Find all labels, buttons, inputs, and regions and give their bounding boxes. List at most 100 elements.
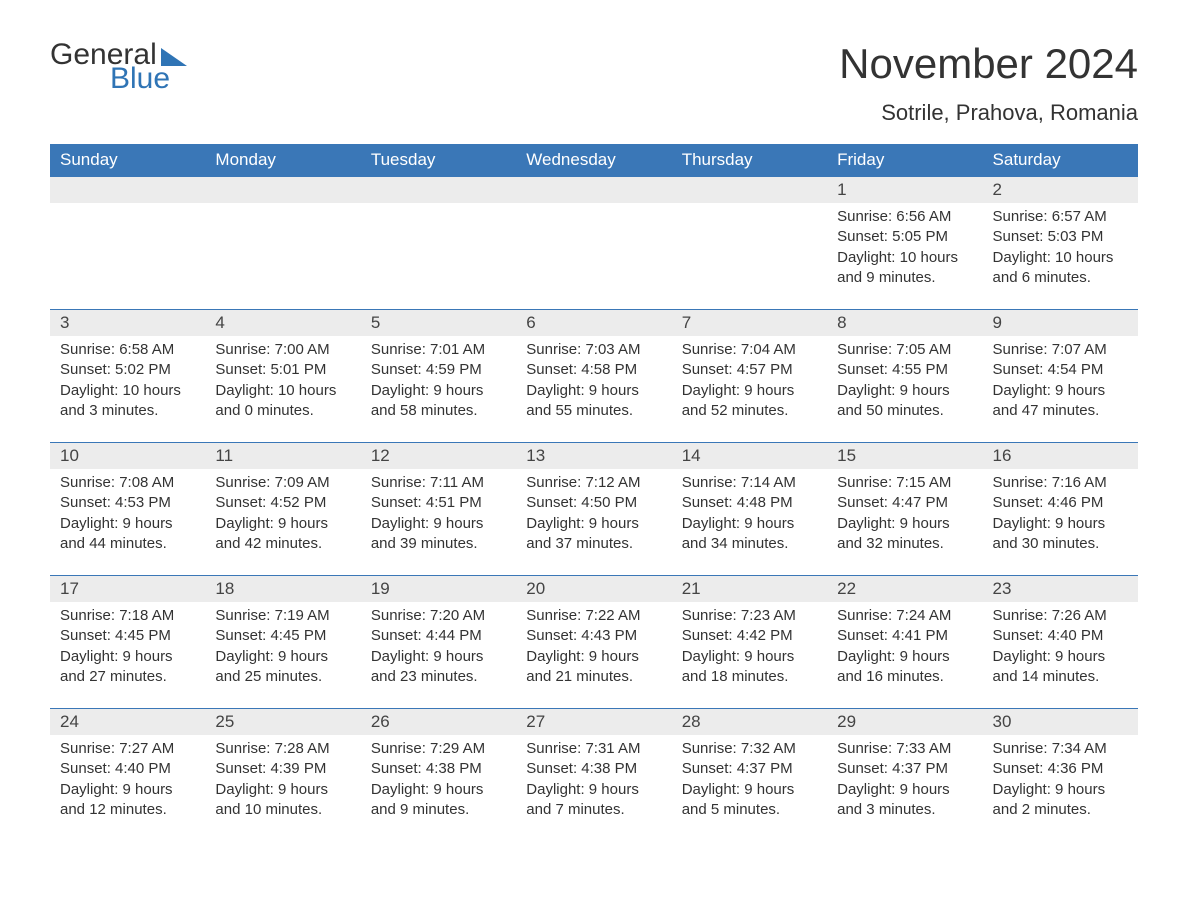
day-details: Sunrise: 7:20 AMSunset: 4:44 PMDaylight:…: [361, 602, 516, 695]
sunrise-line: Sunrise: 7:05 AM: [837, 340, 972, 360]
sunrise-line: Sunrise: 7:27 AM: [60, 739, 195, 759]
logo: General Blue: [50, 40, 187, 94]
sunrise-line: Sunrise: 7:01 AM: [371, 340, 506, 360]
daylight-line: Daylight: 9 hours and 50 minutes.: [837, 381, 972, 422]
day-10: 10Sunrise: 7:08 AMSunset: 4:53 PMDayligh…: [50, 443, 205, 575]
sunset-line: Sunset: 4:58 PM: [526, 360, 661, 380]
day-details: Sunrise: 7:00 AMSunset: 5:01 PMDaylight:…: [205, 336, 360, 429]
daylight-line: Daylight: 10 hours and 0 minutes.: [215, 381, 350, 422]
day-number: 29: [827, 709, 982, 735]
day-number: 9: [983, 310, 1138, 336]
day-26: 26Sunrise: 7:29 AMSunset: 4:38 PMDayligh…: [361, 709, 516, 841]
sunset-line: Sunset: 5:03 PM: [993, 227, 1128, 247]
day-details: Sunrise: 7:19 AMSunset: 4:45 PMDaylight:…: [205, 602, 360, 695]
sunset-line: Sunset: 4:41 PM: [837, 626, 972, 646]
day-number: 30: [983, 709, 1138, 735]
header: General Blue November 2024 Sotrile, Prah…: [50, 40, 1138, 126]
empty-day: .: [516, 177, 671, 309]
weekday-monday: Monday: [205, 144, 360, 176]
daylight-line: Daylight: 9 hours and 44 minutes.: [60, 514, 195, 555]
sunset-line: Sunset: 4:43 PM: [526, 626, 661, 646]
weekday-saturday: Saturday: [983, 144, 1138, 176]
sunset-line: Sunset: 4:52 PM: [215, 493, 350, 513]
day-details: Sunrise: 7:03 AMSunset: 4:58 PMDaylight:…: [516, 336, 671, 429]
sunset-line: Sunset: 4:57 PM: [682, 360, 817, 380]
logo-word-2: Blue: [110, 64, 187, 94]
sunrise-line: Sunrise: 7:15 AM: [837, 473, 972, 493]
sunrise-line: Sunrise: 7:31 AM: [526, 739, 661, 759]
daylight-line: Daylight: 9 hours and 25 minutes.: [215, 647, 350, 688]
sunrise-line: Sunrise: 6:58 AM: [60, 340, 195, 360]
sunset-line: Sunset: 5:05 PM: [837, 227, 972, 247]
sunset-line: Sunset: 4:36 PM: [993, 759, 1128, 779]
daylight-line: Daylight: 9 hours and 34 minutes.: [682, 514, 817, 555]
day-details: Sunrise: 7:15 AMSunset: 4:47 PMDaylight:…: [827, 469, 982, 562]
daylight-line: Daylight: 9 hours and 2 minutes.: [993, 780, 1128, 821]
day-24: 24Sunrise: 7:27 AMSunset: 4:40 PMDayligh…: [50, 709, 205, 841]
day-details: Sunrise: 7:18 AMSunset: 4:45 PMDaylight:…: [50, 602, 205, 695]
day-number: 1: [827, 177, 982, 203]
sunrise-line: Sunrise: 7:03 AM: [526, 340, 661, 360]
sunset-line: Sunset: 4:44 PM: [371, 626, 506, 646]
day-details: Sunrise: 7:27 AMSunset: 4:40 PMDaylight:…: [50, 735, 205, 828]
day-details: Sunrise: 7:23 AMSunset: 4:42 PMDaylight:…: [672, 602, 827, 695]
daylight-line: Daylight: 9 hours and 16 minutes.: [837, 647, 972, 688]
day-12: 12Sunrise: 7:11 AMSunset: 4:51 PMDayligh…: [361, 443, 516, 575]
day-number: 13: [516, 443, 671, 469]
daylight-line: Daylight: 9 hours and 52 minutes.: [682, 381, 817, 422]
day-details: Sunrise: 7:05 AMSunset: 4:55 PMDaylight:…: [827, 336, 982, 429]
day-details: Sunrise: 6:58 AMSunset: 5:02 PMDaylight:…: [50, 336, 205, 429]
sunset-line: Sunset: 5:01 PM: [215, 360, 350, 380]
day-number: 2: [983, 177, 1138, 203]
day-details: Sunrise: 7:16 AMSunset: 4:46 PMDaylight:…: [983, 469, 1138, 562]
day-details: Sunrise: 7:24 AMSunset: 4:41 PMDaylight:…: [827, 602, 982, 695]
sunset-line: Sunset: 5:02 PM: [60, 360, 195, 380]
day-5: 5Sunrise: 7:01 AMSunset: 4:59 PMDaylight…: [361, 310, 516, 442]
daylight-line: Daylight: 9 hours and 14 minutes.: [993, 647, 1128, 688]
location: Sotrile, Prahova, Romania: [839, 100, 1138, 126]
sunset-line: Sunset: 4:40 PM: [60, 759, 195, 779]
day-details: Sunrise: 7:04 AMSunset: 4:57 PMDaylight:…: [672, 336, 827, 429]
day-number: 17: [50, 576, 205, 602]
sunset-line: Sunset: 4:37 PM: [837, 759, 972, 779]
sunrise-line: Sunrise: 7:18 AM: [60, 606, 195, 626]
daylight-line: Daylight: 9 hours and 3 minutes.: [837, 780, 972, 821]
weekday-tuesday: Tuesday: [361, 144, 516, 176]
day-details: Sunrise: 6:57 AMSunset: 5:03 PMDaylight:…: [983, 203, 1138, 296]
sunrise-line: Sunrise: 7:23 AM: [682, 606, 817, 626]
day-3: 3Sunrise: 6:58 AMSunset: 5:02 PMDaylight…: [50, 310, 205, 442]
day-21: 21Sunrise: 7:23 AMSunset: 4:42 PMDayligh…: [672, 576, 827, 708]
day-9: 9Sunrise: 7:07 AMSunset: 4:54 PMDaylight…: [983, 310, 1138, 442]
day-16: 16Sunrise: 7:16 AMSunset: 4:46 PMDayligh…: [983, 443, 1138, 575]
sunrise-line: Sunrise: 7:00 AM: [215, 340, 350, 360]
sunset-line: Sunset: 4:59 PM: [371, 360, 506, 380]
daylight-line: Daylight: 9 hours and 55 minutes.: [526, 381, 661, 422]
daylight-line: Daylight: 9 hours and 7 minutes.: [526, 780, 661, 821]
day-number: 25: [205, 709, 360, 735]
day-details: Sunrise: 7:01 AMSunset: 4:59 PMDaylight:…: [361, 336, 516, 429]
daylight-line: Daylight: 9 hours and 32 minutes.: [837, 514, 972, 555]
sunrise-line: Sunrise: 7:11 AM: [371, 473, 506, 493]
day-19: 19Sunrise: 7:20 AMSunset: 4:44 PMDayligh…: [361, 576, 516, 708]
sunset-line: Sunset: 4:39 PM: [215, 759, 350, 779]
empty-day: .: [361, 177, 516, 309]
sunrise-line: Sunrise: 7:20 AM: [371, 606, 506, 626]
day-25: 25Sunrise: 7:28 AMSunset: 4:39 PMDayligh…: [205, 709, 360, 841]
week-row: .....1Sunrise: 6:56 AMSunset: 5:05 PMDay…: [50, 176, 1138, 309]
daylight-line: Daylight: 10 hours and 9 minutes.: [837, 248, 972, 289]
day-details: Sunrise: 7:12 AMSunset: 4:50 PMDaylight:…: [516, 469, 671, 562]
sunrise-line: Sunrise: 6:57 AM: [993, 207, 1128, 227]
day-number: 12: [361, 443, 516, 469]
day-number: .: [50, 177, 205, 203]
day-29: 29Sunrise: 7:33 AMSunset: 4:37 PMDayligh…: [827, 709, 982, 841]
sunset-line: Sunset: 4:42 PM: [682, 626, 817, 646]
day-number: 27: [516, 709, 671, 735]
sunrise-line: Sunrise: 7:09 AM: [215, 473, 350, 493]
day-number: 15: [827, 443, 982, 469]
daylight-line: Daylight: 9 hours and 9 minutes.: [371, 780, 506, 821]
day-17: 17Sunrise: 7:18 AMSunset: 4:45 PMDayligh…: [50, 576, 205, 708]
day-details: Sunrise: 7:22 AMSunset: 4:43 PMDaylight:…: [516, 602, 671, 695]
day-1: 1Sunrise: 6:56 AMSunset: 5:05 PMDaylight…: [827, 177, 982, 309]
sunrise-line: Sunrise: 7:08 AM: [60, 473, 195, 493]
day-30: 30Sunrise: 7:34 AMSunset: 4:36 PMDayligh…: [983, 709, 1138, 841]
